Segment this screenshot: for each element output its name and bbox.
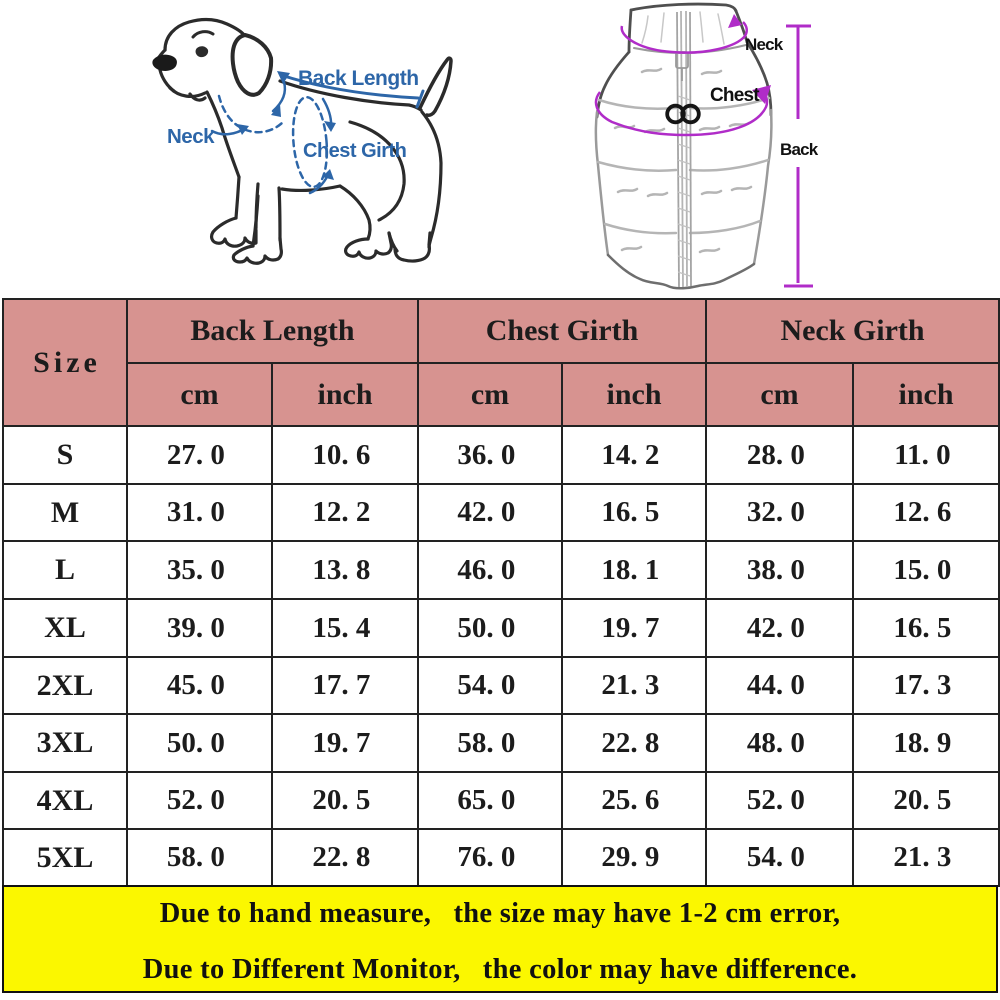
svg-text:Neck: Neck — [167, 125, 215, 148]
svg-text:Chest Girth: Chest Girth — [303, 140, 406, 162]
svg-text:Chest: Chest — [710, 85, 760, 106]
svg-text:Back Length: Back Length — [298, 67, 419, 90]
svg-text:Back: Back — [780, 140, 819, 159]
svg-text:Neck: Neck — [745, 35, 784, 54]
